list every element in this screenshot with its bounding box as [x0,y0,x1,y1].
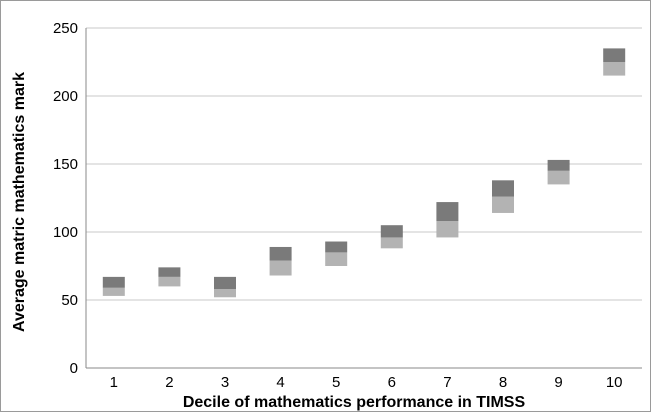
x-tick-4: 4 [276,374,284,391]
y-tick-250: 250 [53,20,78,37]
bar-segment-1-6 [380,237,403,249]
bar-segment-2-2 [158,267,181,277]
bar-segment-1-3 [214,289,236,298]
y-axis-title: Average matric mathematics mark [11,72,28,332]
bar-segment-2-3 [214,276,236,290]
x-tick-10: 10 [606,374,623,391]
bar-segment-1-10 [603,62,626,76]
x-tick-6: 6 [388,374,396,391]
bar-segment-1-4 [269,260,292,276]
bar-segment-2-7 [436,202,459,222]
y-tick-100: 100 [53,224,78,241]
x-tick-1: 1 [110,374,118,391]
bar-segment-1-5 [325,252,348,266]
y-tick-200: 200 [53,88,78,105]
x-tick-9: 9 [554,374,562,391]
y-tick-0: 0 [70,360,78,377]
bar-segment-1-8 [492,196,514,213]
bar-segment-2-8 [492,180,514,197]
bar-segment-2-10 [603,48,626,62]
x-tick-3: 3 [221,374,229,391]
bar-segment-1-7 [436,221,459,238]
bar-segment-2-9 [547,159,570,171]
bar-segment-2-5 [325,241,348,253]
bar-segment-2-6 [380,225,403,238]
bar-segment-1-9 [547,170,570,185]
bar-segment-1-2 [158,276,181,287]
y-tick-labels: 0 50 100 150 200 250 [53,20,78,377]
x-axis-title: Decile of mathematics performance in TIM… [183,394,526,411]
gridlines [85,27,642,369]
y-tick-50: 50 [61,292,78,309]
x-tick-8: 8 [499,374,507,391]
bar-segment-1-1 [102,287,125,296]
data-bars [102,48,626,298]
y-tick-150: 150 [53,156,78,173]
x-tick-5: 5 [332,374,340,391]
x-tick-2: 2 [165,374,173,391]
x-tick-labels: 1 2 3 4 5 6 7 8 9 10 [110,374,623,391]
bar-segment-2-1 [102,276,125,288]
x-tick-7: 7 [443,374,451,391]
bar-segment-2-4 [269,246,292,261]
